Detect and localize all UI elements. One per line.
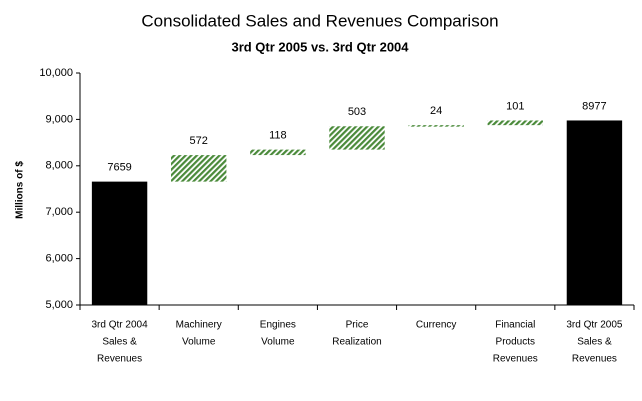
x-tick-label: Financial	[495, 320, 535, 331]
chart-subtitle: 3rd Qtr 2005 vs. 3rd Qtr 2004	[231, 39, 409, 54]
value-label: 101	[506, 100, 524, 112]
y-tick-label: 6,000	[45, 253, 73, 265]
x-tick-label: Sales &	[577, 337, 612, 348]
value-label: 8977	[582, 100, 606, 112]
x-tick-label: Revenues	[572, 354, 617, 365]
y-tick-label: 9,000	[45, 113, 73, 125]
y-tick-label: 7,000	[45, 206, 73, 218]
increase-bar	[408, 125, 464, 127]
y-tick-label: 8,000	[45, 160, 73, 172]
value-label: 572	[190, 135, 208, 147]
value-label: 118	[269, 130, 287, 142]
x-tick-label: Currency	[416, 320, 457, 331]
total-bar	[91, 181, 148, 305]
x-tick-label: 3rd Qtr 2004	[91, 320, 148, 331]
x-tick-label: Price	[346, 320, 369, 331]
y-tick-label: 10,000	[39, 67, 73, 79]
chart-title: Consolidated Sales and Revenues Comparis…	[141, 11, 498, 30]
increase-bar	[329, 126, 385, 150]
x-tick-label: Volume	[261, 337, 295, 348]
increase-bar	[250, 149, 306, 156]
increase-bar	[487, 120, 543, 126]
x-tick-label: Engines	[260, 320, 296, 331]
x-tick-label: Realization	[332, 337, 381, 348]
x-tick-label: Revenues	[493, 354, 538, 365]
value-label: 503	[348, 106, 366, 118]
x-tick-label: Revenues	[97, 354, 142, 365]
increase-bar	[171, 155, 227, 182]
value-label: 7659	[107, 162, 131, 174]
x-tick-label: 3rd Qtr 2005	[566, 320, 623, 331]
total-bar	[566, 120, 623, 306]
y-axis-label: Millions of $	[15, 161, 26, 219]
x-tick-label: Products	[496, 337, 535, 348]
value-label: 24	[430, 105, 442, 117]
x-tick-label: Sales &	[102, 337, 137, 348]
y-tick-label: 5,000	[45, 299, 73, 311]
x-tick-label: Machinery	[176, 320, 222, 331]
x-tick-label: Volume	[182, 337, 216, 348]
